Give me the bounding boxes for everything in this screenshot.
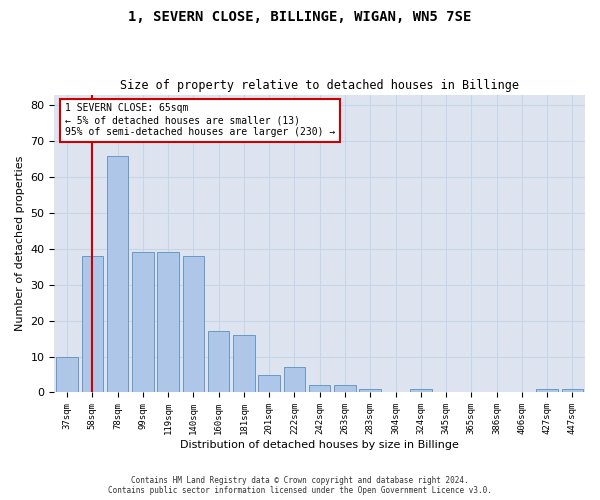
Text: Contains HM Land Registry data © Crown copyright and database right 2024.
Contai: Contains HM Land Registry data © Crown c… — [108, 476, 492, 495]
Bar — [157, 252, 179, 392]
Bar — [309, 386, 331, 392]
Bar — [536, 389, 558, 392]
Bar — [208, 332, 229, 392]
Bar — [410, 389, 431, 392]
Bar — [562, 389, 583, 392]
Bar — [233, 335, 254, 392]
Bar — [284, 368, 305, 392]
Bar — [334, 386, 356, 392]
Bar — [56, 356, 78, 392]
Bar — [132, 252, 154, 392]
X-axis label: Distribution of detached houses by size in Billinge: Distribution of detached houses by size … — [180, 440, 459, 450]
Bar — [359, 389, 381, 392]
Bar — [259, 374, 280, 392]
Bar — [107, 156, 128, 392]
Y-axis label: Number of detached properties: Number of detached properties — [15, 156, 25, 331]
Bar — [182, 256, 204, 392]
Title: Size of property relative to detached houses in Billinge: Size of property relative to detached ho… — [120, 79, 519, 92]
Bar — [82, 256, 103, 392]
Text: 1 SEVERN CLOSE: 65sqm
← 5% of detached houses are smaller (13)
95% of semi-detac: 1 SEVERN CLOSE: 65sqm ← 5% of detached h… — [65, 104, 335, 136]
Text: 1, SEVERN CLOSE, BILLINGE, WIGAN, WN5 7SE: 1, SEVERN CLOSE, BILLINGE, WIGAN, WN5 7S… — [128, 10, 472, 24]
